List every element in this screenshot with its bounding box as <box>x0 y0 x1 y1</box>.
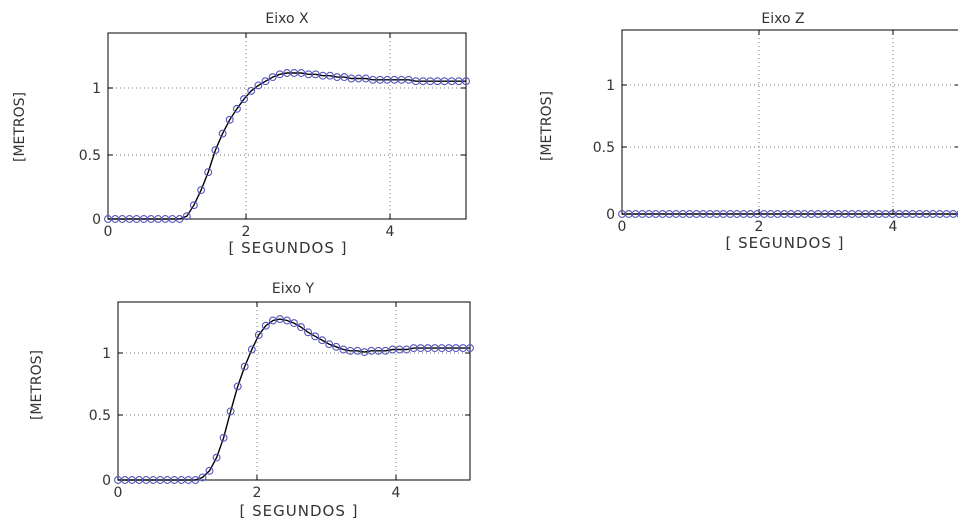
data-point <box>189 201 198 210</box>
data-point <box>318 336 327 345</box>
data-point <box>311 332 320 341</box>
chart-title: Eixo Z <box>761 11 804 27</box>
data-point <box>261 321 270 330</box>
y-tick-label: 0 <box>102 473 111 489</box>
x-tick-label: 0 <box>618 219 627 235</box>
y-tick-label: 1 <box>606 78 615 94</box>
data-point <box>247 345 256 354</box>
data-point <box>956 210 958 218</box>
y-tick-label: 0.5 <box>593 140 615 156</box>
y-axis-label: [METROS] <box>29 350 45 420</box>
series-group <box>618 210 958 218</box>
data-point <box>240 362 249 371</box>
data-point <box>297 69 306 77</box>
data-point <box>218 129 227 138</box>
x-tick-label: 4 <box>392 485 401 501</box>
data-point <box>402 345 411 354</box>
data-point <box>268 73 277 82</box>
x-tick-label: 0 <box>114 485 123 501</box>
data-point <box>275 70 284 79</box>
data-point <box>233 382 242 391</box>
data-point <box>462 77 470 86</box>
y-tick-label: 0.5 <box>89 408 111 424</box>
y-tick-label: 1 <box>102 346 111 362</box>
series-line <box>118 318 470 481</box>
data-point <box>175 215 184 223</box>
x-tick-label: 2 <box>755 219 764 235</box>
axes-box <box>117 301 471 481</box>
y-tick-label: 0 <box>92 212 101 228</box>
data-point <box>283 316 291 325</box>
data-point <box>247 86 256 95</box>
data-point <box>466 344 474 353</box>
series-group <box>104 69 470 223</box>
y-axis-label: [METROS] <box>12 92 28 162</box>
data-point <box>261 77 270 86</box>
x-axis-label: [ SEGUNDOS ] <box>240 502 359 520</box>
data-point <box>225 115 234 124</box>
plot-panel-0: 0 2 4 0 0.5 1 Eixo X [ SEGUNDOS ] [METROS] <box>12 11 470 257</box>
data-point <box>275 315 284 324</box>
x-tick-label: 2 <box>242 224 251 240</box>
series-group <box>114 315 474 484</box>
data-point <box>254 331 263 339</box>
data-point <box>198 473 207 482</box>
data-point <box>226 407 235 416</box>
data-point <box>240 95 248 104</box>
data-point <box>304 328 313 337</box>
data-point <box>205 466 214 475</box>
x-tick-label: 4 <box>889 219 898 235</box>
x-tick-label: 2 <box>253 485 262 501</box>
y-tick-label: 0 <box>606 207 615 223</box>
y-tick-label: 0.5 <box>79 148 101 164</box>
x-tick-label: 4 <box>386 224 395 240</box>
data-point <box>204 168 213 177</box>
data-point <box>182 212 191 221</box>
data-point <box>232 104 241 113</box>
data-point <box>212 453 221 462</box>
data-point <box>297 323 305 332</box>
data-point <box>404 75 413 84</box>
series-line <box>108 72 466 220</box>
axes-box <box>621 29 958 215</box>
data-point <box>191 476 200 484</box>
axes-box <box>107 32 467 220</box>
data-point <box>326 71 334 80</box>
data-point <box>325 340 334 349</box>
data-point <box>340 73 349 82</box>
data-point <box>211 146 220 155</box>
x-axis-label: [ SEGUNDOS ] <box>726 234 845 252</box>
data-point <box>254 81 263 90</box>
chart-title: Eixo X <box>265 11 309 27</box>
data-point <box>332 342 341 351</box>
plot-panel-1: 0 2 4 0 0.5 1 Eixo Z [ SEGUNDOS ] [METROS] <box>539 11 958 252</box>
chart-title: Eixo Y <box>272 281 315 297</box>
data-point <box>311 70 320 79</box>
data-point <box>197 186 206 195</box>
x-axis-label: [ SEGUNDOS ] <box>229 239 348 257</box>
y-tick-label: 1 <box>92 81 101 97</box>
y-axis-label: [METROS] <box>539 91 555 161</box>
data-point <box>219 433 228 442</box>
data-point <box>290 319 298 328</box>
plot-panel-2: 0 2 4 0 0.5 1 Eixo Y [ SEGUNDOS ] [METROS] <box>29 281 474 520</box>
x-tick-label: 0 <box>104 224 113 240</box>
